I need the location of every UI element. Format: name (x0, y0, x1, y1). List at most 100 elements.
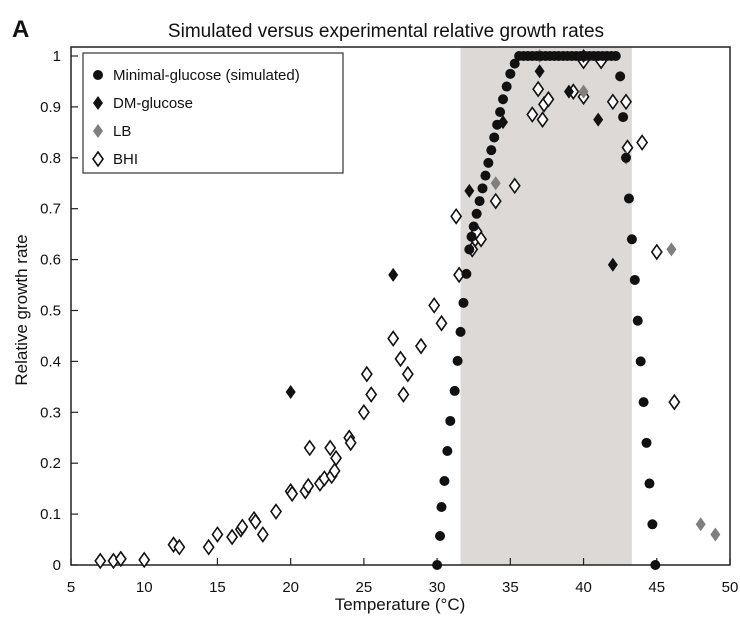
data-point (388, 267, 399, 282)
data-point (593, 112, 604, 127)
data-point (477, 183, 488, 194)
data-point (452, 355, 463, 366)
data-point (285, 384, 296, 399)
data-point (173, 538, 186, 556)
data-point (486, 145, 497, 156)
data-point (695, 517, 706, 532)
data-point (302, 477, 315, 495)
data-point (435, 314, 448, 332)
data-point (211, 526, 224, 543)
data-point (638, 397, 649, 408)
data-point (270, 503, 283, 520)
x-tick-label: 45 (648, 579, 665, 596)
data-point (449, 385, 460, 396)
x-axis-ticks: 5 10 15 20 25 30 35 40 45 50 (67, 558, 738, 596)
data-point (615, 71, 626, 82)
data-point (468, 221, 479, 232)
panel-label: A (12, 16, 29, 43)
y-tick-label: 0.4 (40, 353, 61, 370)
data-point (710, 527, 721, 542)
x-tick-label: 5 (67, 579, 75, 596)
y-tick-label: 0.9 (40, 99, 61, 116)
data-point (647, 519, 658, 530)
data-point (505, 68, 516, 79)
data-point (357, 403, 370, 421)
y-tick-label: 0.7 (40, 201, 61, 218)
data-point (620, 93, 633, 111)
data-point (542, 90, 555, 108)
y-axis-ticks: 0 0.1 0.2 0.3 0.4 0.5 0.6 0.7 0.8 0.9 1 (40, 48, 78, 574)
legend: Minimal-glucose (simulated) DM-glucose LB B… (82, 52, 344, 174)
legend-label: LB (113, 123, 131, 140)
data-point (480, 170, 491, 181)
data-point (532, 80, 545, 98)
data-point (435, 530, 446, 541)
data-point (286, 485, 299, 503)
data-point (365, 386, 378, 403)
data-point (668, 393, 681, 411)
y-axis-label: Relative growth rate (12, 234, 31, 385)
data-point (450, 207, 463, 225)
data-point (534, 64, 545, 79)
plot-area: 5 10 15 20 25 30 35 40 45 50 00.10.20.30.40.50.60… (40, 46, 738, 596)
x-tick-label: 25 (356, 579, 373, 596)
data-point (495, 106, 506, 117)
data-point (439, 476, 450, 487)
legend-marker (93, 70, 103, 80)
data-point (474, 196, 485, 207)
shaded-region (460, 47, 632, 565)
data-point (461, 268, 472, 279)
x-axis-label: Temperature (°C) (335, 595, 466, 614)
y-tick-label: 0 (53, 557, 61, 574)
data-point (202, 538, 215, 556)
data-point (464, 244, 475, 255)
data-point (636, 134, 649, 151)
data-point (498, 94, 509, 105)
data-point (226, 528, 239, 546)
data-point (629, 274, 640, 285)
data-point (328, 462, 341, 480)
legend-marker (92, 150, 104, 168)
data-point (401, 365, 414, 383)
data-point (492, 119, 503, 130)
data-point (610, 51, 621, 61)
y-tick-label: 0.5 (40, 303, 61, 320)
data-point (483, 157, 494, 168)
data-point (641, 437, 652, 448)
data-point (626, 234, 637, 245)
data-point (387, 330, 400, 347)
data-point (236, 518, 249, 536)
data-point (415, 337, 427, 355)
data-point (256, 526, 269, 543)
data-point (526, 106, 539, 123)
chart-title: Simulated versus experimental relative g… (168, 21, 604, 42)
y-tick-label: 0.2 (40, 455, 61, 472)
data-point (455, 326, 466, 337)
x-tick-label: 15 (209, 579, 226, 596)
data-point (563, 84, 574, 99)
data-point (445, 415, 456, 426)
data-point (94, 552, 107, 570)
data-point (360, 365, 373, 383)
data-point (397, 386, 410, 403)
data-point (344, 434, 357, 452)
y-tick-label: 0.8 (40, 150, 61, 167)
data-point (464, 183, 475, 198)
x-tick-label: 35 (502, 579, 519, 596)
y-tick-label: 0.6 (40, 252, 61, 269)
legend-label: BHI (113, 151, 138, 168)
data-point (607, 257, 618, 272)
data-point (428, 297, 441, 314)
x-tick-label: 10 (136, 579, 153, 596)
data-point (490, 176, 501, 191)
data-point (466, 231, 477, 242)
data-point (501, 81, 512, 92)
x-tick-label: 30 (429, 579, 446, 596)
data-point (618, 112, 629, 123)
data-point (489, 192, 502, 210)
data-point (489, 132, 500, 143)
data-point (138, 551, 151, 569)
data-point (536, 111, 549, 129)
data-point (475, 230, 488, 248)
data-point (509, 58, 520, 69)
